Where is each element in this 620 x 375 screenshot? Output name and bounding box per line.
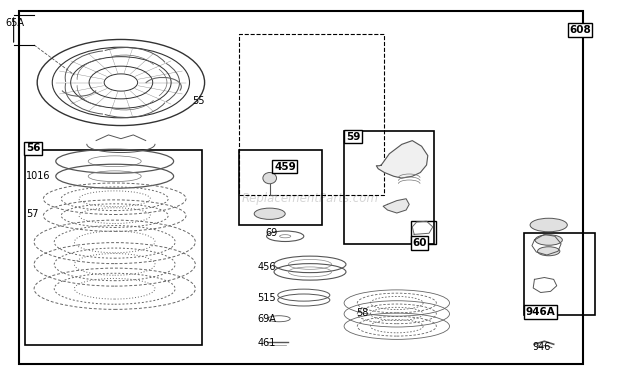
Text: 459: 459 (274, 162, 296, 172)
Text: 56: 56 (26, 143, 40, 153)
Text: 57: 57 (26, 209, 38, 219)
Text: ReplacementParts.com: ReplacementParts.com (242, 192, 378, 205)
Ellipse shape (538, 247, 560, 256)
Text: 58: 58 (356, 308, 369, 318)
Ellipse shape (535, 235, 562, 245)
Text: 946: 946 (532, 342, 551, 352)
Text: 55: 55 (192, 96, 205, 106)
Bar (344, 131, 434, 244)
Ellipse shape (254, 208, 285, 219)
Text: 65A: 65A (5, 18, 24, 27)
Text: 608: 608 (569, 25, 591, 35)
Text: 456: 456 (257, 262, 276, 272)
Bar (411, 221, 436, 244)
Text: 461: 461 (257, 338, 276, 348)
Text: 946A: 946A (526, 307, 556, 317)
Text: 59: 59 (346, 132, 360, 142)
Bar (25, 150, 202, 345)
Text: 515: 515 (257, 293, 276, 303)
Text: 60: 60 (412, 238, 427, 248)
Text: 1016: 1016 (26, 171, 51, 181)
Text: 69: 69 (265, 228, 278, 237)
Bar (524, 232, 595, 315)
Bar (239, 34, 384, 195)
Polygon shape (383, 199, 409, 213)
Polygon shape (376, 141, 428, 178)
Ellipse shape (530, 218, 567, 232)
Ellipse shape (263, 172, 277, 184)
Text: 69A: 69A (257, 314, 276, 324)
Bar (239, 150, 322, 225)
